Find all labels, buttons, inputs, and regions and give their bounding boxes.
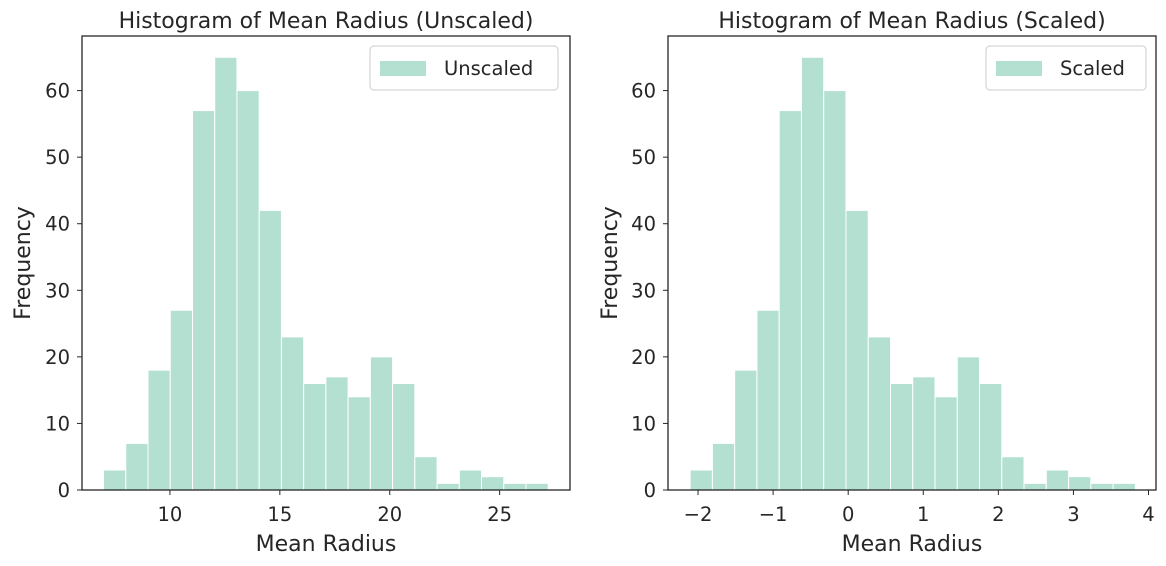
histogram-bar	[778, 110, 802, 491]
histogram-bar	[481, 476, 505, 491]
histogram-unscaled: Histogram of Mean Radius (Unscaled) 10 15…	[11, 9, 571, 557]
legend-swatch	[996, 61, 1042, 76]
y-tick-label: 20	[45, 346, 70, 369]
x-tick-label: 1	[917, 503, 929, 526]
y-tick-label: 20	[631, 346, 656, 369]
histogram-bar	[1001, 456, 1025, 491]
x-tick-label: 25	[487, 503, 512, 526]
plot-frame	[667, 35, 1157, 491]
x-tick-labels: −2 −1 0 1 2 3 4	[684, 490, 1155, 526]
histogram-bar	[214, 56, 238, 491]
chart-title: Histogram of Mean Radius (Unscaled)	[119, 9, 534, 34]
x-tick-labels: 10 15 20 25	[158, 490, 512, 526]
histogram-bar	[414, 456, 438, 491]
bars-group	[689, 56, 1136, 491]
y-tick-label: 0	[58, 479, 70, 502]
histogram-bar	[956, 356, 981, 491]
histogram-bar	[756, 309, 780, 491]
legend-swatch	[380, 61, 426, 76]
y-tick-label: 30	[631, 279, 656, 302]
x-tick-label: 3	[1067, 503, 1079, 526]
histogram-bar	[369, 356, 394, 491]
x-axis-label: Mean Radius	[256, 532, 397, 557]
histogram-bar	[103, 469, 127, 491]
x-axis-label: Mean Radius	[842, 532, 983, 557]
histogram-bar	[503, 482, 527, 491]
y-tick-label: 40	[45, 213, 70, 236]
histogram-bar	[1045, 469, 1070, 491]
x-tick-label: 20	[377, 503, 402, 526]
histogram-bar	[979, 382, 1003, 491]
histogram-bar	[325, 376, 349, 491]
x-tick-label: −2	[684, 503, 713, 526]
histogram-bar	[867, 336, 891, 491]
x-tick-label: 2	[992, 503, 1004, 526]
histogram-bar	[147, 369, 171, 491]
histogram-bar	[436, 482, 460, 491]
histogram-scaled: Histogram of Mean Radius (Scaled) −2 −1 0 1…	[598, 9, 1157, 557]
y-tick-label: 50	[631, 146, 656, 169]
y-tick-label: 10	[45, 412, 70, 435]
y-tick-label: 50	[45, 146, 70, 169]
histogram-bar	[734, 369, 758, 491]
histogram-bar	[258, 209, 282, 491]
histogram-bar	[1112, 482, 1136, 491]
y-axis-label: Frequency	[11, 206, 36, 320]
legend-frame	[369, 45, 559, 91]
y-tick-label: 0	[644, 479, 656, 502]
y-tick-labels: 0 10 20 30 40 50 60	[631, 80, 668, 502]
histogram-bar	[889, 382, 914, 491]
histogram-bar	[236, 90, 260, 491]
histogram-bar	[458, 469, 483, 491]
histogram-bar	[823, 90, 847, 491]
histogram-bar	[1068, 476, 1092, 491]
x-tick-label: 4	[1142, 503, 1154, 526]
y-tick-labels: 0 10 20 30 40 50 60	[45, 80, 82, 502]
y-axis-label: Frequency	[598, 206, 623, 320]
x-tick-label: −1	[759, 503, 788, 526]
legend-label: Scaled	[1060, 57, 1125, 80]
x-tick-label: 0	[842, 503, 854, 526]
histogram-bar	[800, 56, 825, 491]
histogram-bar	[280, 336, 305, 491]
bars-group	[103, 56, 549, 491]
chart-title: Histogram of Mean Radius (Scaled)	[718, 9, 1105, 34]
y-tick-label: 30	[45, 279, 70, 302]
histogram-bar	[1090, 482, 1114, 491]
legend-frame	[985, 45, 1147, 91]
x-tick-label: 15	[267, 503, 292, 526]
histogram-bar	[303, 382, 327, 491]
histogram-bar	[125, 442, 149, 491]
y-tick-label: 60	[631, 80, 656, 103]
histogram-bar	[934, 396, 958, 491]
plot-frame	[81, 35, 571, 491]
histogram-bar	[392, 382, 416, 491]
histogram-bar	[1023, 482, 1047, 491]
x-tick-label: 10	[158, 503, 183, 526]
legend: Scaled	[985, 45, 1147, 91]
histogram-bar	[347, 396, 371, 491]
histogram-bar	[191, 110, 216, 491]
histogram-bar	[689, 469, 713, 491]
histogram-bar	[711, 442, 736, 491]
y-tick-label: 10	[631, 412, 656, 435]
histogram-bar	[845, 209, 869, 491]
legend: Unscaled	[369, 45, 559, 91]
y-tick-label: 60	[45, 80, 70, 103]
histogram-bar	[169, 309, 193, 491]
y-tick-label: 40	[631, 213, 656, 236]
legend-label: Unscaled	[444, 57, 533, 80]
histogram-bar	[525, 482, 549, 491]
histogram-bar	[912, 376, 936, 491]
